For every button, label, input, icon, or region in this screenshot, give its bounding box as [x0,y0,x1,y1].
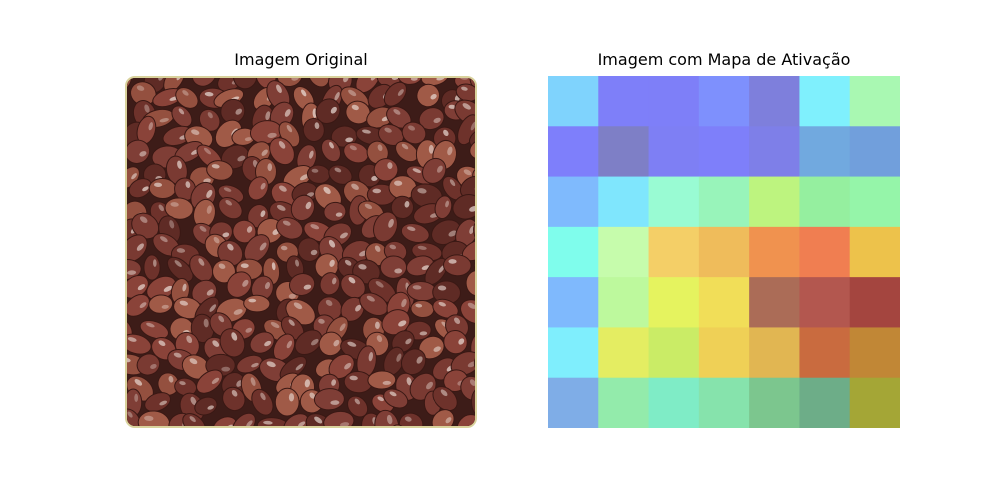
heatmap-cell-r4-c6 [849,277,900,328]
heatmap-cell-r2-c1 [598,176,650,228]
heatmap-cell-r5-c2 [648,327,700,379]
heatmap-cell-r3-c3 [698,226,750,278]
heatmap-cell-r2-c0 [548,176,599,228]
original-image [125,76,477,428]
heatmap-cell-r1-c4 [749,126,800,178]
heatmap-cell-r2-c6 [849,176,900,228]
heatmap-cell-r3-c5 [799,226,851,278]
heatmap-cell-r2-c5 [799,176,851,228]
heatmap-cell-r6-c5 [799,377,851,428]
heatmap-cell-r4-c2 [648,277,700,328]
heatmap-cell-r6-c4 [749,377,800,428]
heatmap-cell-r2-c4 [749,176,800,228]
heatmap-cell-r5-c1 [598,327,650,379]
heatmap-cell-r5-c6 [849,327,900,379]
heatmap-cell-r1-c5 [799,126,851,178]
heatmap-cell-r5-c4 [749,327,800,379]
heatmap-cell-r3-c0 [548,226,599,278]
heatmap-cell-r5-c5 [799,327,851,379]
heatmap-cell-r6-c3 [698,377,750,428]
heatmap-cell-r0-c2 [648,76,700,127]
heatmap-cell-r2-c2 [648,176,700,228]
heatmap-cell-r6-c0 [548,377,599,428]
heatmap-cell-r1-c3 [698,126,750,178]
heatmap-cell-r3-c6 [849,226,900,278]
activation-map-heatmap [548,76,900,428]
panel-title-original: Imagem Original [234,50,368,69]
heatmap-cell-r0-c1 [598,76,650,127]
heatmap-cell-r3-c1 [598,226,650,278]
heatmap-cell-r1-c2 [648,126,700,178]
heatmap-cell-r0-c5 [799,76,851,127]
heatmap-cell-r1-c0 [548,126,599,178]
heatmap-cell-r5-c0 [548,327,599,379]
heatmap-cell-r4-c0 [548,277,599,328]
heatmap-cell-r1-c6 [849,126,900,178]
heatmap-cell-r5-c3 [698,327,750,379]
heatmap-cell-r1-c1 [598,126,650,178]
heatmap-cell-r0-c3 [698,76,750,127]
heatmap-cell-r4-c5 [799,277,851,328]
heatmap-cell-r0-c6 [849,76,900,127]
heatmap-cell-r2-c3 [698,176,750,228]
heatmap-cell-r0-c4 [749,76,800,127]
heatmap-cell-r4-c1 [598,277,650,328]
heatmap-cell-r4-c3 [698,277,750,328]
heatmap-cell-r6-c1 [598,377,650,428]
heatmap-cell-r0-c0 [548,76,599,127]
heatmap-cell-r6-c2 [648,377,700,428]
heatmap-cell-r6-c6 [849,377,900,428]
panel-title-activation-map: Imagem com Mapa de Ativação [597,50,851,69]
heatmap-cell-r4-c4 [749,277,800,328]
heatmap-cell-r3-c4 [749,226,800,278]
heatmap-cell-r3-c2 [648,226,700,278]
